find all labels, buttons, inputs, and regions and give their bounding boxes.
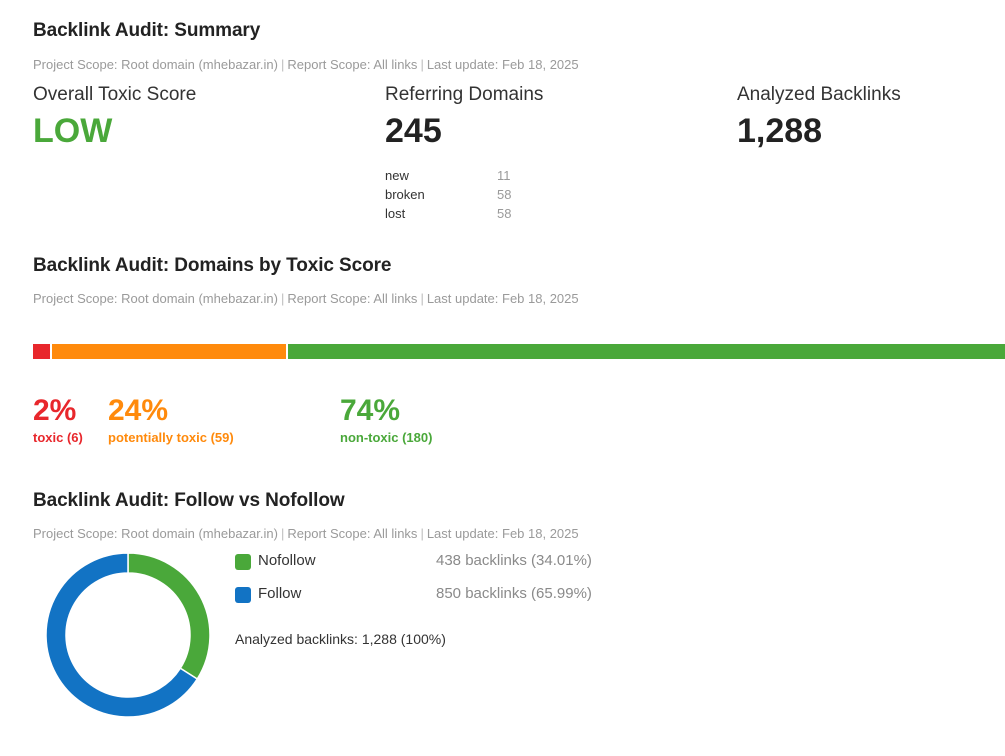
- last-update: Last update: Feb 18, 2025: [426, 526, 579, 541]
- breakdown-value: 11: [497, 168, 511, 183]
- toxic-score-label: Overall Toxic Score: [33, 84, 197, 105]
- non-toxic-bar-segment[interactable]: [288, 344, 1005, 359]
- non-toxic-percent: 74%: [340, 394, 401, 427]
- breakdown-row-lost[interactable]: lost 58: [385, 206, 511, 221]
- breakdown-value: 58: [497, 206, 512, 221]
- non-toxic-label[interactable]: non-toxic (180): [340, 430, 433, 445]
- nofollow-swatch: [235, 554, 251, 570]
- breakdown-row-new[interactable]: new 11: [385, 168, 511, 183]
- last-update: Last update: Feb 18, 2025: [426, 291, 579, 306]
- toxic-bar-segment[interactable]: [33, 344, 50, 359]
- breakdown-label: lost: [385, 206, 406, 221]
- toxic-percent: 2%: [33, 394, 77, 427]
- potentially-toxic-label[interactable]: potentially toxic (59): [108, 430, 234, 445]
- potentially-toxic-bar-segment[interactable]: [52, 344, 286, 359]
- toxic-section-title: Backlink Audit: Domains by Toxic Score: [33, 255, 392, 276]
- toxic-score-value[interactable]: LOW: [33, 112, 113, 150]
- report-scope: Report Scope: All links: [287, 57, 418, 72]
- follow-section-scope: Project Scope: Root domain (mhebazar.in)…: [33, 526, 579, 541]
- project-scope: Project Scope: Root domain (mhebazar.in): [33, 57, 278, 72]
- donut-slice-nofollow[interactable]: [127, 552, 211, 681]
- follow-section-title: Backlink Audit: Follow vs Nofollow: [33, 490, 345, 511]
- breakdown-row-broken[interactable]: broken 58: [385, 187, 511, 202]
- toxic-section-scope: Project Scope: Root domain (mhebazar.in)…: [33, 291, 579, 306]
- referring-domains-value[interactable]: 245: [385, 112, 442, 150]
- legend-name: Nofollow: [258, 552, 316, 569]
- last-update: Last update: Feb 18, 2025: [426, 57, 579, 72]
- report-scope: Report Scope: All links: [287, 526, 418, 541]
- toxic-label[interactable]: toxic (6): [33, 430, 83, 445]
- follow-donut-chart: [45, 552, 211, 718]
- analyzed-backlinks-value[interactable]: 1,288: [737, 112, 823, 150]
- summary-title: Backlink Audit: Summary: [33, 20, 261, 41]
- follow-swatch: [235, 587, 251, 603]
- legend-value: 438 backlinks (34.01%): [436, 552, 592, 569]
- referring-domains-label: Referring Domains: [385, 84, 544, 105]
- breakdown-value: 58: [497, 187, 512, 202]
- legend-value: 850 backlinks (65.99%): [436, 585, 592, 602]
- report-scope: Report Scope: All links: [287, 291, 418, 306]
- referring-domains-breakdown: new 11 broken 58 lost 58: [385, 168, 585, 228]
- analyzed-backlinks-label: Analyzed Backlinks: [737, 84, 901, 105]
- project-scope: Project Scope: Root domain (mhebazar.in): [33, 291, 278, 306]
- donut-slice-follow[interactable]: [45, 552, 199, 718]
- analyzed-backlinks-total: Analyzed backlinks: 1,288 (100%): [235, 631, 446, 647]
- project-scope: Project Scope: Root domain (mhebazar.in): [33, 526, 278, 541]
- breakdown-label: new: [385, 168, 409, 183]
- breakdown-label: broken: [385, 187, 425, 202]
- potentially-toxic-percent: 24%: [108, 394, 169, 427]
- legend-name: Follow: [258, 585, 302, 602]
- summary-scope: Project Scope: Root domain (mhebazar.in)…: [33, 57, 579, 72]
